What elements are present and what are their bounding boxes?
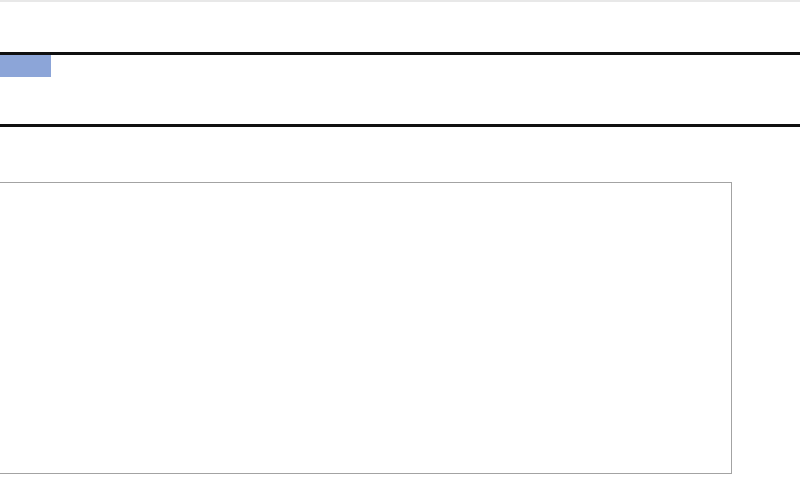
convergence-table bbox=[0, 52, 800, 127]
table-row-label bbox=[0, 77, 51, 124]
table-bottom-border bbox=[0, 124, 800, 127]
chart-frame bbox=[0, 182, 732, 474]
table-header-row bbox=[0, 55, 800, 77]
table-top-border bbox=[0, 52, 800, 55]
table-header-corner bbox=[0, 55, 51, 77]
inflation-line-chart bbox=[0, 183, 731, 473]
table-value-row bbox=[0, 77, 800, 124]
page-top-crop-artifact bbox=[0, 0, 800, 2]
